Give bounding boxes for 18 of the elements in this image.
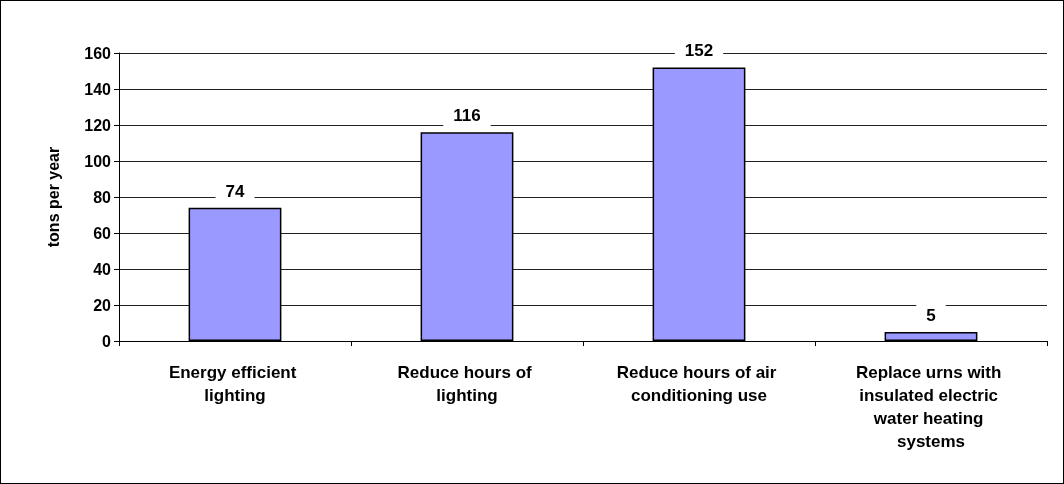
x-tick-label: Replace urns with insulated electric water heating systems	[855, 363, 1007, 451]
y-tick-label: 140	[84, 80, 112, 98]
x-tick-label: Energy efficient lighting	[168, 363, 302, 405]
y-tick-label: 80	[93, 188, 112, 206]
x-tick-label: Reduce hours of air conditioning use	[616, 363, 782, 405]
data-label: 74	[225, 181, 245, 201]
data-label: 5	[926, 306, 936, 325]
data-label: 116	[453, 106, 481, 126]
y-tick-label: 100	[84, 152, 112, 170]
y-tick-label: 0	[102, 332, 112, 350]
y-tick-label: 60	[93, 224, 112, 242]
y-tick-label: 120	[84, 116, 112, 134]
x-tick-label: Reduce hours of lighting	[397, 363, 537, 405]
y-axis-title: tons per year	[44, 146, 62, 248]
y-tick-label: 160	[84, 44, 112, 62]
y-tick-label: 40	[93, 260, 112, 278]
data-label: 152	[684, 41, 714, 61]
y-tick-label: 20	[93, 296, 112, 314]
